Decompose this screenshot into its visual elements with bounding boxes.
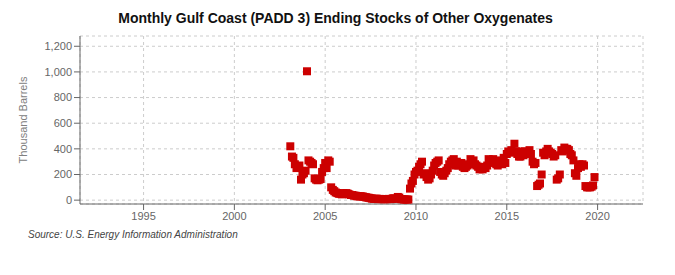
svg-text:200: 200 [54,168,72,180]
svg-text:2000: 2000 [222,210,246,222]
svg-text:2015: 2015 [495,210,519,222]
svg-text:400: 400 [54,143,72,155]
svg-text:600: 600 [54,117,72,129]
svg-text:0: 0 [66,194,72,206]
svg-text:2010: 2010 [404,210,428,222]
html-text:Source: U.S. Energy Informatio: Source: U.S. Energy Information Administ… [28,229,238,240]
svg-text:1995: 1995 [131,210,155,222]
svg-text:Thousand Barrels: Thousand Barrels [17,76,29,163]
svg-text:2005: 2005 [313,210,337,222]
svg-text:1,000: 1,000 [44,66,72,78]
svg-text:800: 800 [54,91,72,103]
svg-text:1,200: 1,200 [44,40,72,52]
svg-text:2020: 2020 [585,210,609,222]
html-text:Monthly Gulf Coast (PADD 3) En: Monthly Gulf Coast (PADD 3) Ending Stock… [118,10,553,26]
